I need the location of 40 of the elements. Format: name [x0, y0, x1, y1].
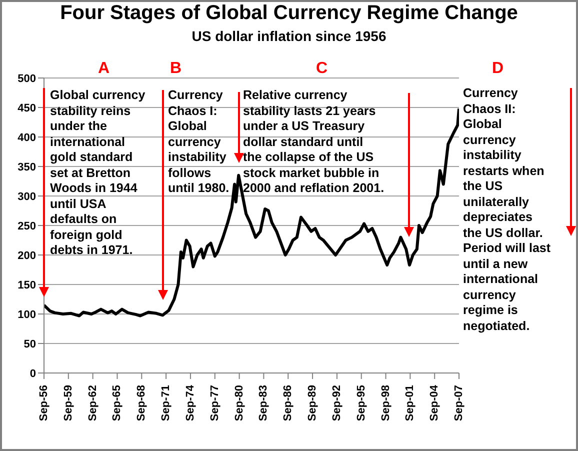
y-tick-label: 400	[18, 132, 36, 144]
y-tick-label: 350	[18, 161, 36, 174]
x-tick-label: Sep-07	[453, 385, 465, 422]
y-tick-label: 300	[18, 190, 36, 203]
x-tick-label: Sep-68	[136, 385, 148, 422]
x-tick-label: Sep-92	[330, 385, 343, 422]
text: C	[316, 60, 328, 78]
y-tick-label: 100	[18, 308, 36, 321]
x-tick-label: Sep-80	[233, 385, 246, 422]
x-tick-label: Sep-74	[184, 384, 196, 422]
x-tick-label: Sep-86	[282, 385, 294, 422]
x-tick-label: Sep-71	[160, 385, 172, 422]
y-tick-label: 450	[18, 102, 36, 114]
x-tick-label: Sep-65	[111, 385, 124, 422]
text: D	[492, 60, 504, 78]
text: B	[170, 60, 182, 78]
x-tick-label: Sep-89	[306, 385, 319, 422]
y-tick-label: 200	[18, 250, 36, 262]
y-tick-label: 150	[18, 279, 36, 292]
x-tick-label: Sep-98	[380, 385, 392, 422]
x-tick-label: Sep-95	[355, 385, 368, 422]
chart-title: Four Stages of Global Currency Regime Change	[59, 2, 519, 25]
annotation: Currency Chaos I: Global currency instability follows until 1980.	[168, 88, 230, 196]
text: Currency Chaos II: Global currency instability restarts when the US unilaterally depreciates the US dollar. Period will last until a new international currency regime is negotiated.	[463, 86, 551, 332]
annotation: Relative currency stability lasts 21 years under a US Treasury dollar standard until the collapse of the US stock market bubble in 2000 and reflation 2001.	[243, 88, 384, 196]
y-tick-label: 500	[18, 72, 36, 85]
y-tick-label: 50	[24, 338, 36, 350]
x-tick-label: Sep-01	[404, 385, 416, 422]
x-tick-label: Sep-77	[208, 385, 221, 422]
x-tick-label: Sep-04	[428, 384, 441, 422]
text: A	[98, 60, 110, 78]
chart-subtitle: US dollar inflation since 1956	[190, 28, 388, 44]
y-tick-label: 0	[30, 368, 36, 380]
text: Global currency stability reins under the international gold standard set at Bretton Woods in 1944 until USA defaults on foreign gold debts in 1971.	[50, 88, 146, 257]
line-series	[44, 107, 459, 318]
x-tick-label: Sep-59	[62, 385, 74, 422]
x-tick-label: Sep-83	[258, 385, 270, 422]
x-tick-label: Sep-62	[86, 385, 99, 422]
y-tick-label: 250	[18, 220, 36, 232]
x-tick-label: Sep-56	[38, 385, 50, 422]
